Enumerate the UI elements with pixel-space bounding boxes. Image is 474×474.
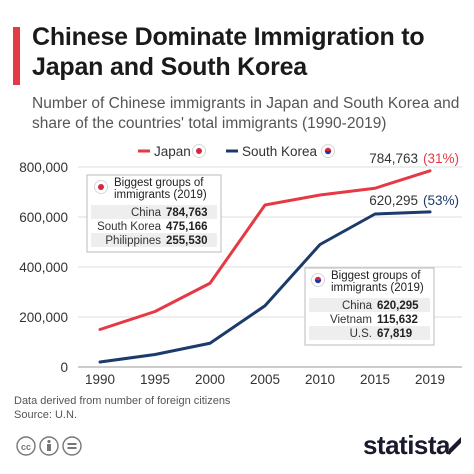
- x-tick-label: 2010: [305, 372, 335, 387]
- series-line-japan: [98, 169, 432, 331]
- end-value-south-korea: 620,295: [369, 193, 418, 208]
- equals-icon: [62, 436, 82, 456]
- footer-note: Data derived from number of foreign citi…: [14, 395, 231, 407]
- end-value-japan: 784,763: [369, 151, 418, 166]
- annotation-korea-value: 115,632: [377, 314, 418, 326]
- x-tick-label: 2019: [415, 372, 445, 387]
- y-tick-label: 800,000: [19, 160, 68, 175]
- statista-mark-icon: [449, 437, 461, 455]
- annotation-japan-country: South Korea: [97, 221, 162, 233]
- y-axis-ticks: 800,000 600,000 400,000 200,000 0: [19, 160, 68, 375]
- annotation-japan-heading-2: immigrants (2019): [114, 189, 207, 201]
- license-icons: cc: [16, 436, 82, 456]
- chart-title: Chinese Dominate Immigration to Japan an…: [32, 23, 425, 81]
- x-tick-label: 1995: [140, 372, 170, 387]
- south-korea-flag-icon: [311, 273, 325, 287]
- x-tick-label: 2005: [250, 372, 280, 387]
- japan-flag-icon: [192, 144, 206, 158]
- footer: Data derived from number of foreign citi…: [14, 394, 230, 422]
- annotation-korea-country: U.S.: [350, 328, 372, 340]
- annotation-japan-value: 255,530: [166, 235, 208, 247]
- accent-bar: [13, 27, 20, 85]
- svg-text:cc: cc: [21, 442, 31, 452]
- y-tick-label: 400,000: [19, 260, 68, 275]
- end-label-south-korea: 620,295 (53%): [369, 193, 459, 208]
- brand-logo[interactable]: statista: [362, 430, 451, 460]
- legend-label-japan: Japan: [154, 144, 191, 159]
- annotation-korea-heading-2: immigrants (2019): [331, 282, 424, 294]
- annotation-korea-heading-1: Biggest groups of: [331, 270, 421, 282]
- x-tick-label: 2015: [360, 372, 390, 387]
- x-tick-label: 1990: [85, 372, 115, 387]
- y-tick-label: 600,000: [19, 210, 68, 225]
- legend: Japan South Korea: [138, 144, 335, 159]
- attribution-icon: [39, 436, 59, 456]
- end-label-japan: 784,763 (31%): [369, 151, 459, 166]
- x-axis-ticks: 1990 1995 2000 2005 2010 2015 2019: [85, 372, 445, 387]
- annotation-japan-country: Philippines: [105, 235, 161, 247]
- annotation-south-korea: Biggest groups of immigrants (2019) Chin…: [304, 267, 435, 346]
- end-share-south-korea: (53%): [423, 193, 459, 208]
- annotation-japan-value: 475,166: [166, 221, 208, 233]
- japan-flag-icon: [94, 180, 108, 194]
- annotation-japan-country: China: [131, 207, 162, 219]
- end-share-japan: (31%): [423, 151, 459, 166]
- footer-source: Source: U.N.: [14, 409, 77, 421]
- annotation-korea-country: Vietnam: [330, 314, 372, 326]
- chart-subtitle: Number of Chinese immigrants in Japan an…: [32, 95, 460, 132]
- y-tick-label: 200,000: [19, 310, 68, 325]
- series-lines: [98, 169, 432, 364]
- x-tick-label: 2000: [195, 372, 225, 387]
- annotation-japan-heading-1: Biggest groups of: [114, 177, 204, 189]
- legend-label-south-korea: South Korea: [242, 144, 318, 159]
- series-line-south-korea: [98, 210, 432, 364]
- annotation-japan: Biggest groups of immigrants (2019) Chin…: [86, 174, 222, 253]
- annotation-korea-country: China: [342, 300, 373, 312]
- annotation-japan-value: 784,763: [166, 207, 208, 219]
- y-tick-label: 0: [60, 360, 68, 375]
- cc-icon: cc: [16, 436, 36, 456]
- annotation-korea-value: 67,819: [377, 328, 412, 340]
- annotation-korea-value: 620,295: [377, 300, 419, 312]
- south-korea-flag-icon: [321, 144, 335, 158]
